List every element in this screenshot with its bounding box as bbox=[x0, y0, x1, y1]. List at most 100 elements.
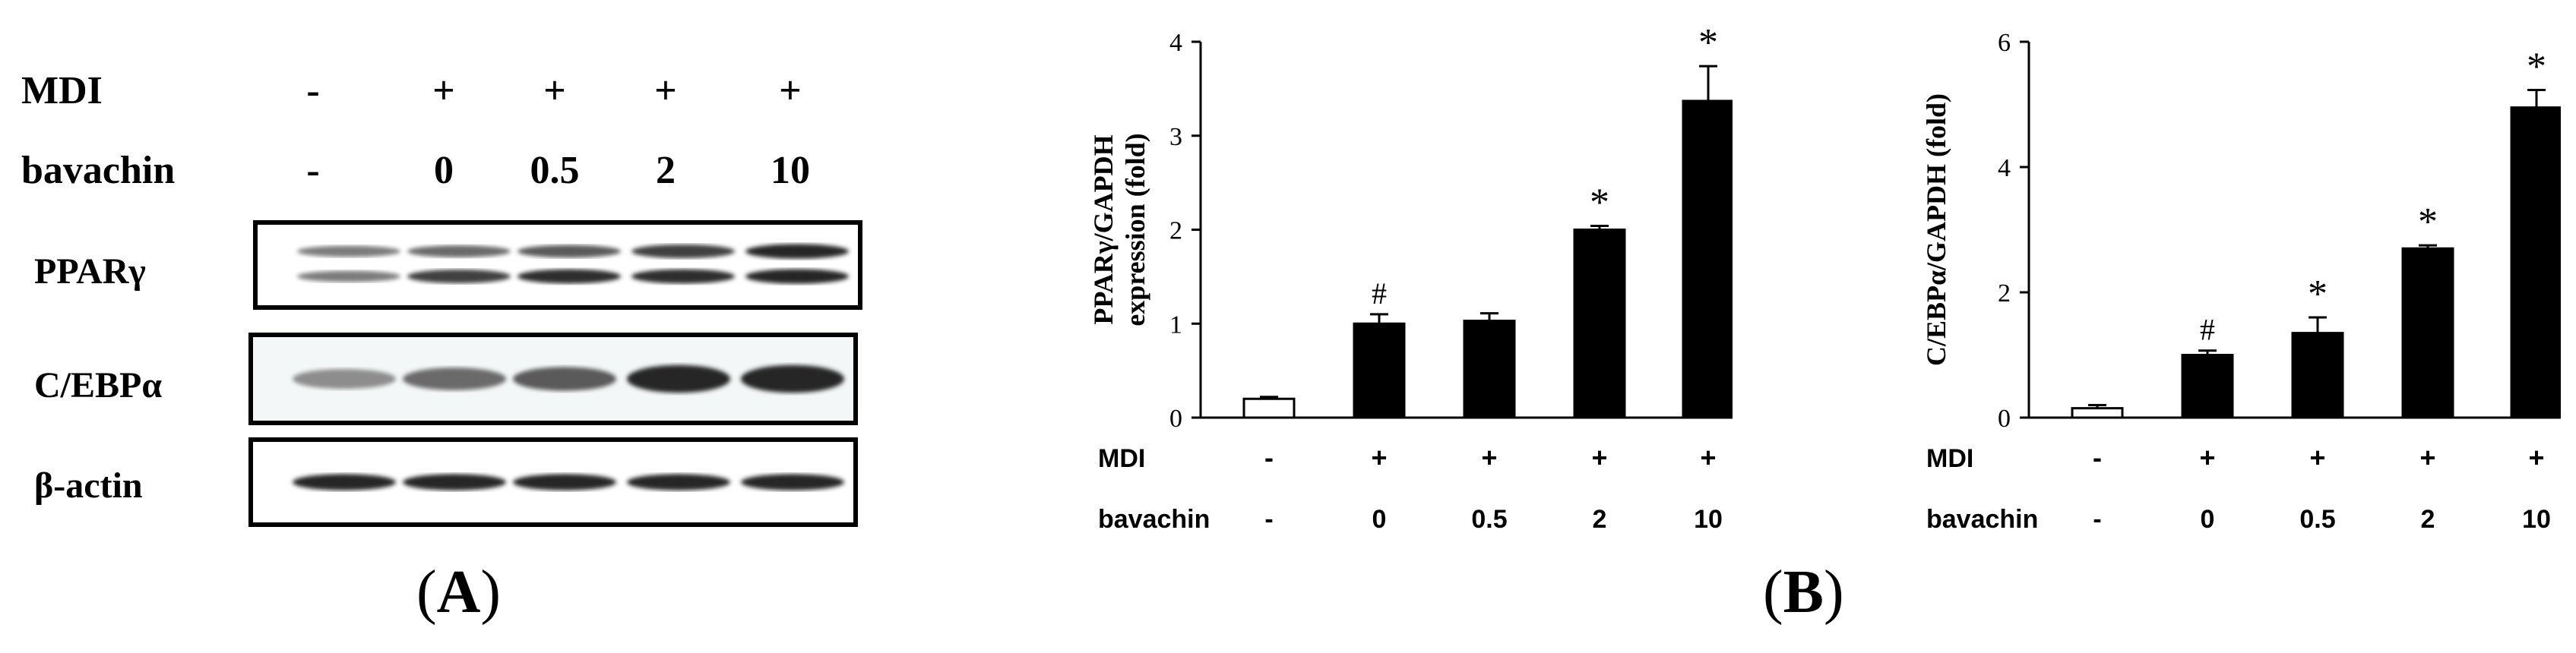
chart-ppar-gapdh: 0 1 2 3 4 PPARγ/GAPDHexpression (fold) # * * MDI b… bbox=[1088, 21, 1733, 534]
bavachin-lane-1: - bbox=[306, 149, 320, 192]
chart2-ytick-label-6: 6 bbox=[1998, 29, 2011, 57]
chart2-bar-1 bbox=[2071, 407, 2124, 419]
chart1-mdi-lane-4: + bbox=[1591, 442, 1607, 473]
chart1-bar-5 bbox=[1682, 99, 1733, 419]
ppar-band-1-lane-2 bbox=[407, 245, 511, 257]
cebp-band-1-lane-2 bbox=[403, 368, 506, 390]
chart2-annotation-2: # bbox=[2200, 313, 2215, 347]
actin-band-1-lane-4 bbox=[627, 474, 730, 491]
chart2-ylabel: C/EBPα/GAPDH (fold) bbox=[1921, 93, 1951, 366]
chart1-bavachin-lane-3: 0.5 bbox=[1471, 505, 1507, 534]
chart2-mdi-lane-2: + bbox=[2199, 442, 2215, 473]
chart2-bavachin-row-label: bavachin bbox=[1926, 505, 2038, 534]
actin-band-1-lane-3 bbox=[513, 474, 616, 491]
actin-band-1-lane-5 bbox=[741, 474, 844, 491]
ppar-band-2-lane-1 bbox=[297, 270, 400, 282]
actin-band-1-lane-1 bbox=[293, 474, 396, 491]
chart2-annotation-3: * bbox=[2308, 273, 2328, 316]
blot-label-ppar: PPARγ bbox=[34, 251, 146, 292]
mdi-lane-4: + bbox=[654, 69, 677, 112]
chart1-bavachin-lane-1: - bbox=[1264, 505, 1273, 534]
bavachin-lane-5: 10 bbox=[771, 149, 810, 192]
chart1-bavachin-lane-4: 2 bbox=[1593, 505, 1607, 534]
panel-b-close-paren: ) bbox=[1824, 559, 1844, 626]
chart1-bavachin-lane-5: 10 bbox=[1694, 505, 1723, 534]
ppar-band-1-lane-5 bbox=[745, 244, 849, 259]
chart2-ytick-label-0: 0 bbox=[1998, 405, 2011, 433]
blot-actin-bands bbox=[293, 474, 844, 491]
chart1-annotation-2: # bbox=[1372, 276, 1387, 311]
cebp-band-1-lane-4 bbox=[627, 364, 730, 393]
panel-a-letter: A bbox=[436, 559, 481, 626]
chart2-bar-5 bbox=[2510, 106, 2561, 419]
chart2-mdi-lane-4: + bbox=[2419, 442, 2435, 473]
chart1-bavachin-row-label: bavachin bbox=[1098, 505, 1210, 534]
chart1-mdi-lane-5: + bbox=[1700, 442, 1716, 473]
cebp-band-1-lane-3 bbox=[513, 367, 616, 391]
chart1-annotation-4: * bbox=[1590, 181, 1609, 225]
ppar-band-2-lane-3 bbox=[517, 269, 621, 284]
mdi-lane-1: - bbox=[306, 69, 320, 112]
chart2-mdi-lane-1: - bbox=[2093, 442, 2102, 473]
blot-cebp bbox=[248, 333, 858, 425]
ppar-band-1-lane-3 bbox=[517, 244, 621, 258]
chart1-bar-3 bbox=[1463, 320, 1516, 419]
chart2-bar-3 bbox=[2291, 332, 2344, 419]
chart1-ylabel-line-1: PPARγ/GAPDH bbox=[1088, 134, 1119, 324]
blot-ppar bbox=[253, 220, 862, 310]
chart1-mdi-lane-1: - bbox=[1264, 442, 1274, 473]
ppar-band-1-lane-1 bbox=[297, 245, 400, 257]
chart1-annotation-5: * bbox=[1698, 21, 1718, 65]
chart1-bar-4 bbox=[1573, 229, 1626, 419]
chart1-mdi-lane-3: + bbox=[1481, 442, 1497, 473]
panel-b-open-paren: ( bbox=[1763, 559, 1783, 626]
mdi-lane-5: + bbox=[779, 69, 802, 112]
blot-label-cebp: C/EBPα bbox=[34, 365, 163, 405]
mdi-row-label: MDI bbox=[21, 69, 103, 112]
chart1-mdi-lane-2: + bbox=[1371, 442, 1387, 473]
chart-cebp-gapdh: 0 2 4 6 C/EBPα/GAPDH (fold) # * * * MDI bavachin - +… bbox=[1921, 29, 2561, 534]
chart1-bavachin-lane-2: 0 bbox=[1372, 505, 1387, 534]
panel-a-close-paren: ) bbox=[480, 559, 502, 626]
chart2-annotation-4: * bbox=[2418, 200, 2438, 244]
chart2-mdi-lane-5: + bbox=[2528, 442, 2544, 473]
chart1-ylabel: PPARγ/GAPDHexpression (fold) bbox=[1088, 133, 1150, 326]
chart2-bavachin-lane-2: 0 bbox=[2201, 505, 2215, 534]
chart1-bar-2 bbox=[1353, 322, 1406, 419]
ppar-band-1-lane-4 bbox=[631, 244, 735, 258]
cebp-band-1-lane-1 bbox=[293, 368, 396, 390]
chart1-mdi-row-label: MDI bbox=[1098, 444, 1145, 473]
chart2-ylabel-line-1: C/EBPα/GAPDH (fold) bbox=[1921, 93, 1951, 366]
blot-cebp-bands bbox=[293, 364, 844, 393]
bavachin-row-label: bavachin bbox=[21, 149, 176, 192]
panel-letter-b: (B) bbox=[1763, 558, 1844, 627]
chart2-ytick-label-4: 4 bbox=[1998, 154, 2011, 182]
bavachin-lane-3: 0.5 bbox=[530, 149, 580, 192]
chart1-ytick-label-2: 2 bbox=[1169, 217, 1182, 245]
chart2-bar-2 bbox=[2181, 354, 2234, 419]
chart2-mdi-row-label: MDI bbox=[1926, 444, 1973, 473]
panel-b-letter: B bbox=[1783, 559, 1824, 626]
chart2-bar-4 bbox=[2401, 247, 2454, 419]
chart1-ytick-label-0: 0 bbox=[1169, 405, 1182, 433]
mdi-lane-3: + bbox=[543, 69, 566, 112]
chart1-bar-1 bbox=[1242, 397, 1296, 419]
ppar-band-2-lane-2 bbox=[407, 270, 511, 283]
chart2-bavachin-lane-5: 10 bbox=[2522, 505, 2551, 534]
chart2-bavachin-lane-4: 2 bbox=[2421, 505, 2435, 534]
chart2-bavachin-lane-1: - bbox=[2093, 505, 2101, 534]
chart1-ytick-label-1: 1 bbox=[1169, 311, 1182, 339]
panel-a-open-paren: ( bbox=[416, 559, 437, 626]
blot-actin bbox=[248, 437, 858, 527]
blot-label-actin: β-actin bbox=[34, 465, 143, 506]
ppar-band-2-lane-5 bbox=[745, 269, 849, 284]
chart2-ytick-label-2: 2 bbox=[1998, 279, 2011, 308]
chart2-bavachin-lane-3: 0.5 bbox=[2299, 505, 2335, 534]
blot-ppar-bands bbox=[297, 244, 849, 284]
chart2-annotation-5: * bbox=[2527, 46, 2546, 89]
bavachin-lane-2: 0 bbox=[434, 149, 454, 192]
chart2-mdi-lane-3: + bbox=[2309, 442, 2325, 473]
cebp-band-1-lane-5 bbox=[741, 364, 844, 393]
ppar-band-2-lane-4 bbox=[631, 269, 735, 284]
chart1-ylabel-line-2: expression (fold) bbox=[1120, 133, 1150, 326]
